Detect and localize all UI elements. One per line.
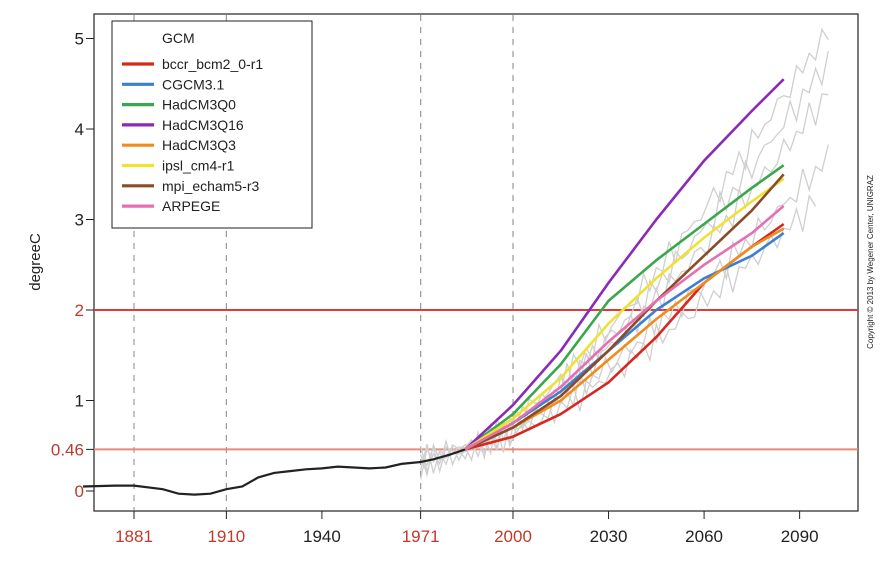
x-tick-label-2090: 2090 bbox=[781, 527, 819, 546]
series-line-observed bbox=[82, 448, 466, 496]
legend-label-3: HadCM3Q0 bbox=[162, 97, 236, 113]
series-line-3 bbox=[464, 164, 785, 451]
copyright-note: Copyright © 2013 by Wegener Center, UNIG… bbox=[866, 175, 875, 349]
series-line-8 bbox=[464, 204, 785, 451]
reference-horizontal-lines bbox=[94, 309, 858, 451]
y-tick-label-0: 0 bbox=[75, 482, 84, 501]
ensemble-member-3 bbox=[420, 93, 829, 474]
legend-items: bccr_bcm2_0-r1 CGCM3.1 HadCM3Q0 HadCM3Q16 Ha… bbox=[122, 56, 263, 214]
x-axis: 1881 1910 1940 1971 2000 2030 2060 2090 bbox=[115, 511, 819, 546]
y-axis-label: degreeC bbox=[27, 233, 44, 291]
legend-label-2: CGCM3.1 bbox=[162, 76, 224, 92]
legend-box bbox=[111, 20, 313, 229]
y-tick-label-1: 1 bbox=[75, 392, 84, 411]
x-tick-label-2060: 2060 bbox=[685, 527, 723, 546]
model-series bbox=[82, 78, 785, 496]
x-tick-label-1971: 1971 bbox=[402, 527, 440, 546]
legend-title: GCM bbox=[162, 30, 195, 46]
x-tick-label-1910: 1910 bbox=[207, 527, 245, 546]
series-line-7 bbox=[464, 173, 785, 451]
legend-label-8: ARPEGE bbox=[162, 198, 220, 214]
series-line-6 bbox=[464, 177, 785, 451]
y-tick-label-0-46: 0.46 bbox=[51, 440, 84, 459]
y-axis: 0 0.46 1 2 3 4 5 bbox=[51, 30, 94, 501]
y-tick-label-4: 4 bbox=[75, 120, 84, 139]
x-tick-label-1940: 1940 bbox=[303, 527, 341, 546]
y-tick-label-5: 5 bbox=[75, 30, 84, 49]
legend-label-6: ipsl_cm4-r1 bbox=[162, 158, 235, 174]
x-tick-label-1881: 1881 bbox=[115, 527, 153, 546]
ensemble-member-2 bbox=[419, 50, 829, 480]
y-tick-label-3: 3 bbox=[75, 211, 84, 230]
legend-label-4: HadCM3Q16 bbox=[162, 117, 244, 133]
legend-label-5: HadCM3Q3 bbox=[162, 137, 236, 153]
legend-label-1: bccr_bcm2_0-r1 bbox=[162, 56, 263, 72]
plot-frame bbox=[93, 13, 859, 512]
x-tick-label-2030: 2030 bbox=[590, 527, 628, 546]
legend-label-7: mpi_echam5-r3 bbox=[162, 178, 259, 194]
y-tick-label-2: 2 bbox=[75, 301, 84, 320]
series-line-4 bbox=[464, 78, 785, 451]
x-tick-label-2000: 2000 bbox=[494, 527, 532, 546]
legend: GCM bccr_bcm2_0-r1 CGCM3.1 HadCM3Q0 HadCM3Q… bbox=[111, 20, 313, 229]
